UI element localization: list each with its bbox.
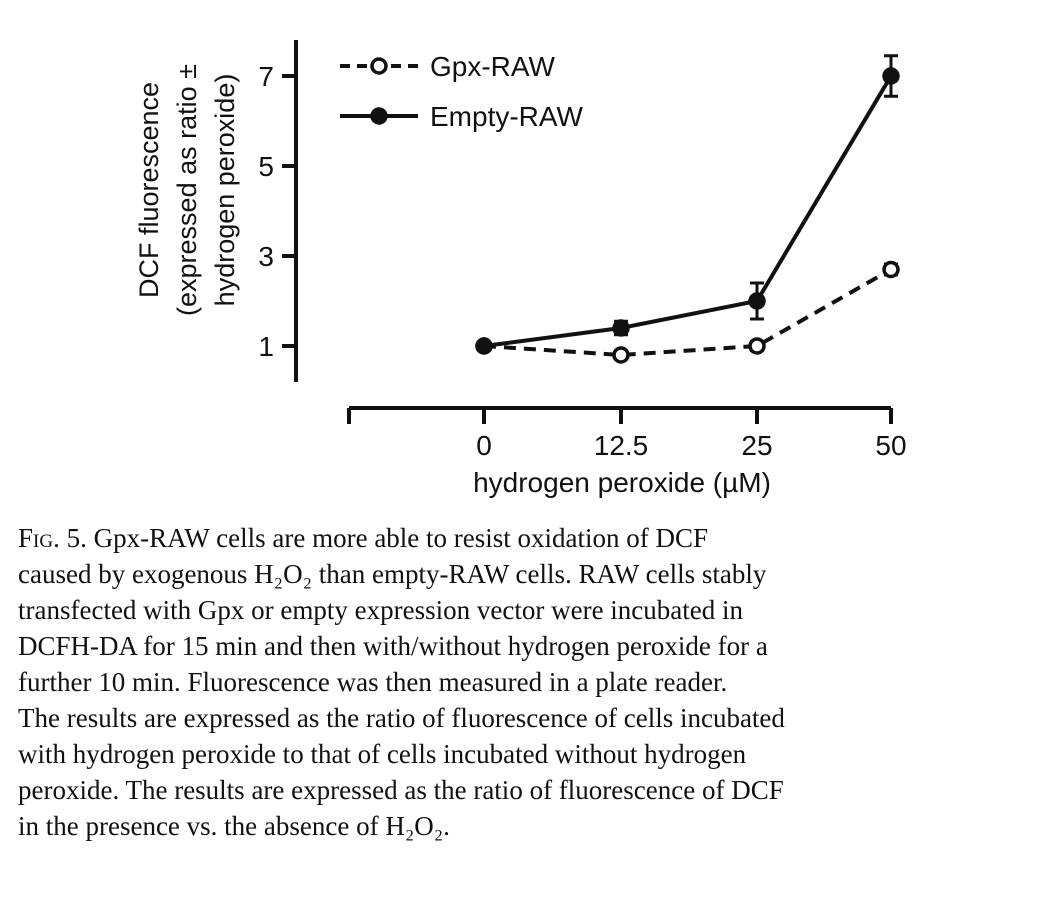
y-axis-label-line: hydrogen peroxide) <box>210 74 240 307</box>
y-tick-label: 3 <box>258 241 274 272</box>
x-tick-label: 50 <box>875 430 906 461</box>
series-layer <box>475 54 900 364</box>
x-tick-label: 12.5 <box>594 430 649 461</box>
legend-marker <box>370 107 388 125</box>
data-point <box>882 67 900 85</box>
data-point <box>882 260 900 279</box>
data-point <box>612 346 630 364</box>
data-point <box>748 292 766 310</box>
caption-line-8: peroxide. The results are expressed as t… <box>18 775 784 805</box>
legend: Gpx-RAW Empty-RAW <box>340 51 584 132</box>
legend-label: Gpx-RAW <box>430 51 556 82</box>
caption-line-6: The results are expressed as the ratio o… <box>18 703 785 733</box>
y-tick-label: 1 <box>258 331 274 362</box>
tick-labels: 1 3 5 7 0 12.5 25 50 <box>258 61 906 461</box>
legend-marker <box>370 57 388 75</box>
caption-line-3: transfected with Gpx or empty expression… <box>18 595 744 625</box>
caption-text-1: Gpx-RAW cells are more able to resist ox… <box>93 523 709 553</box>
series-line <box>483 267 892 358</box>
caption-line-9: in the presence vs. the absence of H₂O₂. <box>18 811 450 841</box>
x-axis-label: hydrogen peroxide (µM) <box>473 467 771 498</box>
x-tick-label: 25 <box>741 430 772 461</box>
y-axis-label: DCF fluorescence (expressed as ratio ± hyd… <box>134 64 240 316</box>
series-line <box>483 74 893 348</box>
y-axis-label-line: (expressed as ratio ± <box>172 64 202 316</box>
x-tick-label: 0 <box>476 430 492 461</box>
caption-line-5: further 10 min. Fluorescence was then me… <box>18 667 728 697</box>
dcf-fluorescence-chart: DCF fluorescence (expressed as ratio ± hyd… <box>134 40 907 498</box>
figure-label: Fig. 5. <box>18 523 87 553</box>
caption-line-7: with hydrogen peroxide to that of cells … <box>18 739 747 769</box>
y-tick-label: 7 <box>258 61 274 92</box>
legend-label: Empty-RAW <box>430 101 584 132</box>
y-axis-label-line: DCF fluorescence <box>134 82 164 298</box>
axes <box>282 40 893 424</box>
data-point <box>612 319 630 337</box>
caption-line-1: Fig. 5. Gpx-RAW cells are more able to r… <box>18 520 1030 556</box>
caption-line-2: caused by exogenous H₂O₂ than empty-RAW … <box>18 559 767 589</box>
series-empty-raw <box>475 54 900 355</box>
series-gpx-raw <box>475 260 900 364</box>
caption-line-4: DCFH-DA for 15 min and then with/without… <box>18 631 768 661</box>
figure-caption: Fig. 5. Gpx-RAW cells are more able to r… <box>18 520 1030 844</box>
data-point <box>475 337 493 355</box>
y-tick-label: 5 <box>258 151 274 182</box>
data-point <box>748 337 766 355</box>
